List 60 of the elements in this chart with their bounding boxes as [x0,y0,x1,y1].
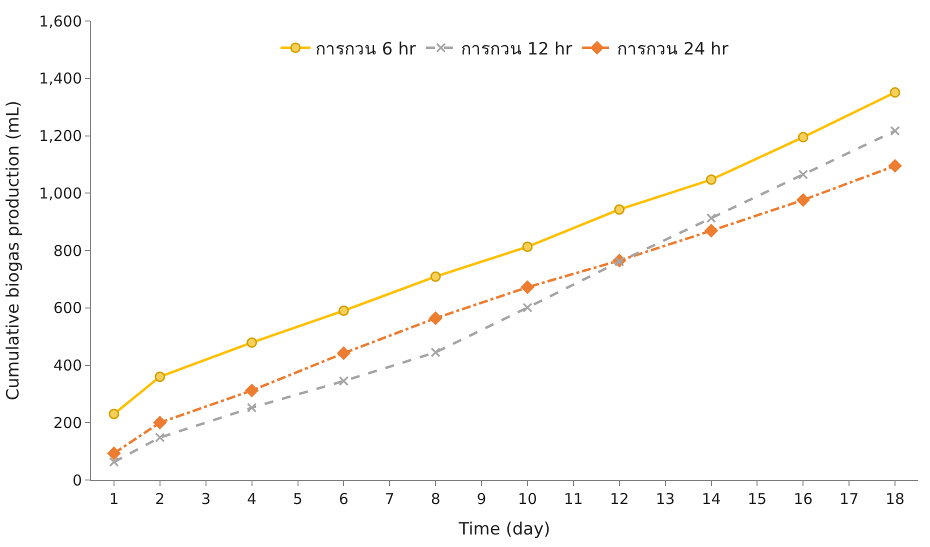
point [706,174,716,185]
x-tick-label: 10 [518,490,538,508]
point [430,347,440,358]
y-tick-label: 400 [53,356,82,374]
point [706,213,716,223]
x-tick-label: 15 [748,490,767,508]
x-tick-label: 5 [292,490,303,508]
x-tick-label: 14 [702,490,721,508]
x-tick-label: 3 [201,490,211,508]
x-tick-label: 11 [564,490,583,508]
point [890,126,900,136]
y-tick-label: 1,600 [39,12,82,30]
legend-label: การกวน 12 hr [460,39,572,60]
x-tick-label: 6 [338,490,348,508]
x-tick-label: 13 [656,490,675,508]
point [798,170,808,180]
point [155,432,165,442]
point [428,312,442,325]
point [246,337,258,348]
point [108,408,120,420]
point [338,305,349,316]
x-tick-label: 12 [610,490,629,508]
y-tick-label: 1,400 [39,70,82,88]
x-tick-label: 9 [476,490,486,508]
point [704,224,718,238]
x-tick-label: 2 [155,490,165,508]
point [522,302,532,312]
point [109,457,119,467]
point [430,271,441,282]
point [614,204,625,215]
point [796,193,810,207]
x-tick-label: 7 [384,490,394,508]
point [153,416,167,430]
point [890,87,900,98]
x-tick-label: 16 [794,490,813,508]
y-axis-title: Cumulative biogas production (mL) [4,100,24,400]
point [522,242,533,252]
y-tick-label: 0 [72,471,82,490]
x-tick-label: 17 [840,490,859,508]
x-tick-label: 4 [247,490,257,508]
point [798,132,808,142]
legend-label: การกวน 6 hr [316,39,416,60]
y-tick-label: 1,000 [39,184,82,202]
x-axis-title: Time (day) [458,519,550,540]
x-tick-label: 8 [430,490,440,508]
y-tick-label: 600 [53,299,82,318]
y-tick-label: 800 [53,242,82,260]
point [520,280,534,294]
point [245,384,258,398]
point [154,371,166,382]
y-tick-label: 1,200 [39,127,82,145]
point [338,376,349,386]
point [246,402,257,413]
y-tick-label: 200 [53,414,82,432]
point [337,346,350,360]
x-tick-label: 18 [885,490,905,508]
point [107,446,121,460]
legend-label: การกวน 24 hr [617,39,728,60]
point [888,159,902,172]
x-tick-label: 1 [109,490,119,508]
